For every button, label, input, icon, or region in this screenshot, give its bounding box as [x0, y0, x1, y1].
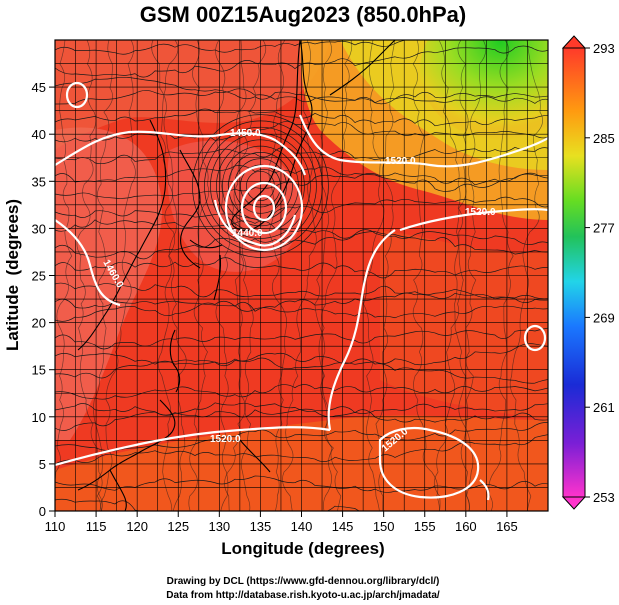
y-tick-label: 25 [32, 269, 46, 284]
colorbar-top-arrow [561, 35, 587, 49]
streamline [55, 343, 548, 370]
streamline [55, 146, 548, 165]
x-tick-label: 125 [167, 519, 189, 534]
streamline [314, 40, 342, 511]
streamline [55, 292, 548, 322]
streamline [509, 40, 543, 511]
colorbar-body [562, 47, 586, 498]
y-tick-label: 40 [32, 127, 46, 142]
streamline [55, 165, 548, 192]
cold-region-green [420, 40, 548, 140]
y-axis-label: Latitude (degrees) [3, 199, 22, 351]
grid [55, 40, 548, 511]
streamline [412, 40, 440, 511]
streamline [55, 45, 548, 78]
colorbar-tick-label: 261 [593, 400, 615, 415]
streamline [55, 257, 548, 279]
x-axis-label: Longitude (degrees) [221, 539, 384, 558]
streamline [55, 434, 548, 465]
x-tick-label: 155 [414, 519, 436, 534]
streamline [55, 40, 73, 483]
streamline [55, 298, 548, 319]
streamline [318, 40, 353, 511]
x-tick-label: 140 [291, 519, 313, 534]
streamline [157, 40, 179, 511]
x-axis: 110 115 120 125 130 135 140 145 150 155 160 165 [45, 511, 518, 534]
orange-region-east [380, 230, 548, 420]
streamline [55, 422, 548, 452]
streamline [233, 40, 267, 511]
streamline [188, 40, 210, 511]
streamline [460, 40, 487, 511]
colorbar-tick-label: 277 [593, 221, 615, 236]
streamline [55, 88, 548, 105]
coastlines [77, 40, 396, 511]
credit-drawing: Drawing by DCL (https://www.gfd-dennou.o… [167, 576, 440, 587]
streamline [55, 384, 548, 400]
colorbar-bottom-arrow [561, 496, 587, 510]
y-tick-label: 20 [32, 316, 46, 331]
credit-data: Data from http://database.rish.kyoto-u.a… [166, 590, 440, 601]
colorbar-tick-label: 269 [593, 310, 615, 325]
plot-area: 1450.0 1520.0 1520.0 1440.0 1460.0 1520.… [55, 40, 548, 511]
streamline [55, 172, 548, 199]
streamline [55, 108, 548, 127]
streamline [55, 282, 548, 303]
contour-label: 1520.0 [465, 207, 496, 218]
streamline [151, 40, 187, 511]
streamline [55, 402, 548, 431]
x-tick-label: 115 [86, 519, 107, 534]
streamline [282, 40, 317, 511]
y-axis: 0 5 10 15 20 25 30 35 40 45 [32, 80, 55, 519]
contour-label: 1520.0 [210, 434, 241, 445]
streamline [454, 40, 474, 511]
x-tick-label: 130 [208, 519, 230, 534]
colorbar-tick-label: 285 [593, 131, 615, 146]
x-tick-label: 150 [373, 519, 395, 534]
colorbar-tick-label: 293 [593, 41, 615, 56]
y-tick-label: 10 [32, 410, 46, 425]
height-contours [55, 81, 548, 501]
x-tick-label: 135 [250, 519, 272, 534]
contour-label: 1440.0 [232, 228, 263, 239]
chart-title: GSM 00Z15Aug2023 (850.0hPa) [140, 2, 466, 27]
x-tick-label: 165 [496, 519, 518, 534]
streamline [100, 40, 136, 511]
streamline [93, 40, 113, 511]
y-tick-label: 30 [32, 221, 46, 236]
streamline [55, 327, 548, 350]
colorbar-tick-label: 253 [593, 490, 615, 505]
x-tick-label: 145 [332, 519, 354, 534]
y-tick-label: 5 [39, 457, 46, 472]
streamline [268, 40, 288, 511]
colorbar: 293 285 277 269 261 253 [561, 35, 615, 510]
y-tick-label: 0 [39, 504, 46, 519]
warm-region-north [55, 40, 330, 150]
x-tick-label: 120 [126, 519, 148, 534]
streamline [55, 40, 409, 55]
streamline [488, 40, 514, 511]
streamline [224, 40, 247, 511]
y-tick-label: 15 [32, 363, 46, 378]
x-tick-label: 160 [455, 519, 477, 534]
contour-label: 1520.0 [385, 156, 416, 167]
streamline [55, 498, 361, 511]
contour-label: 1450.0 [230, 128, 261, 139]
x-tick-label: 110 [45, 519, 66, 534]
y-tick-label: 35 [32, 174, 46, 189]
y-tick-label: 45 [32, 80, 46, 95]
